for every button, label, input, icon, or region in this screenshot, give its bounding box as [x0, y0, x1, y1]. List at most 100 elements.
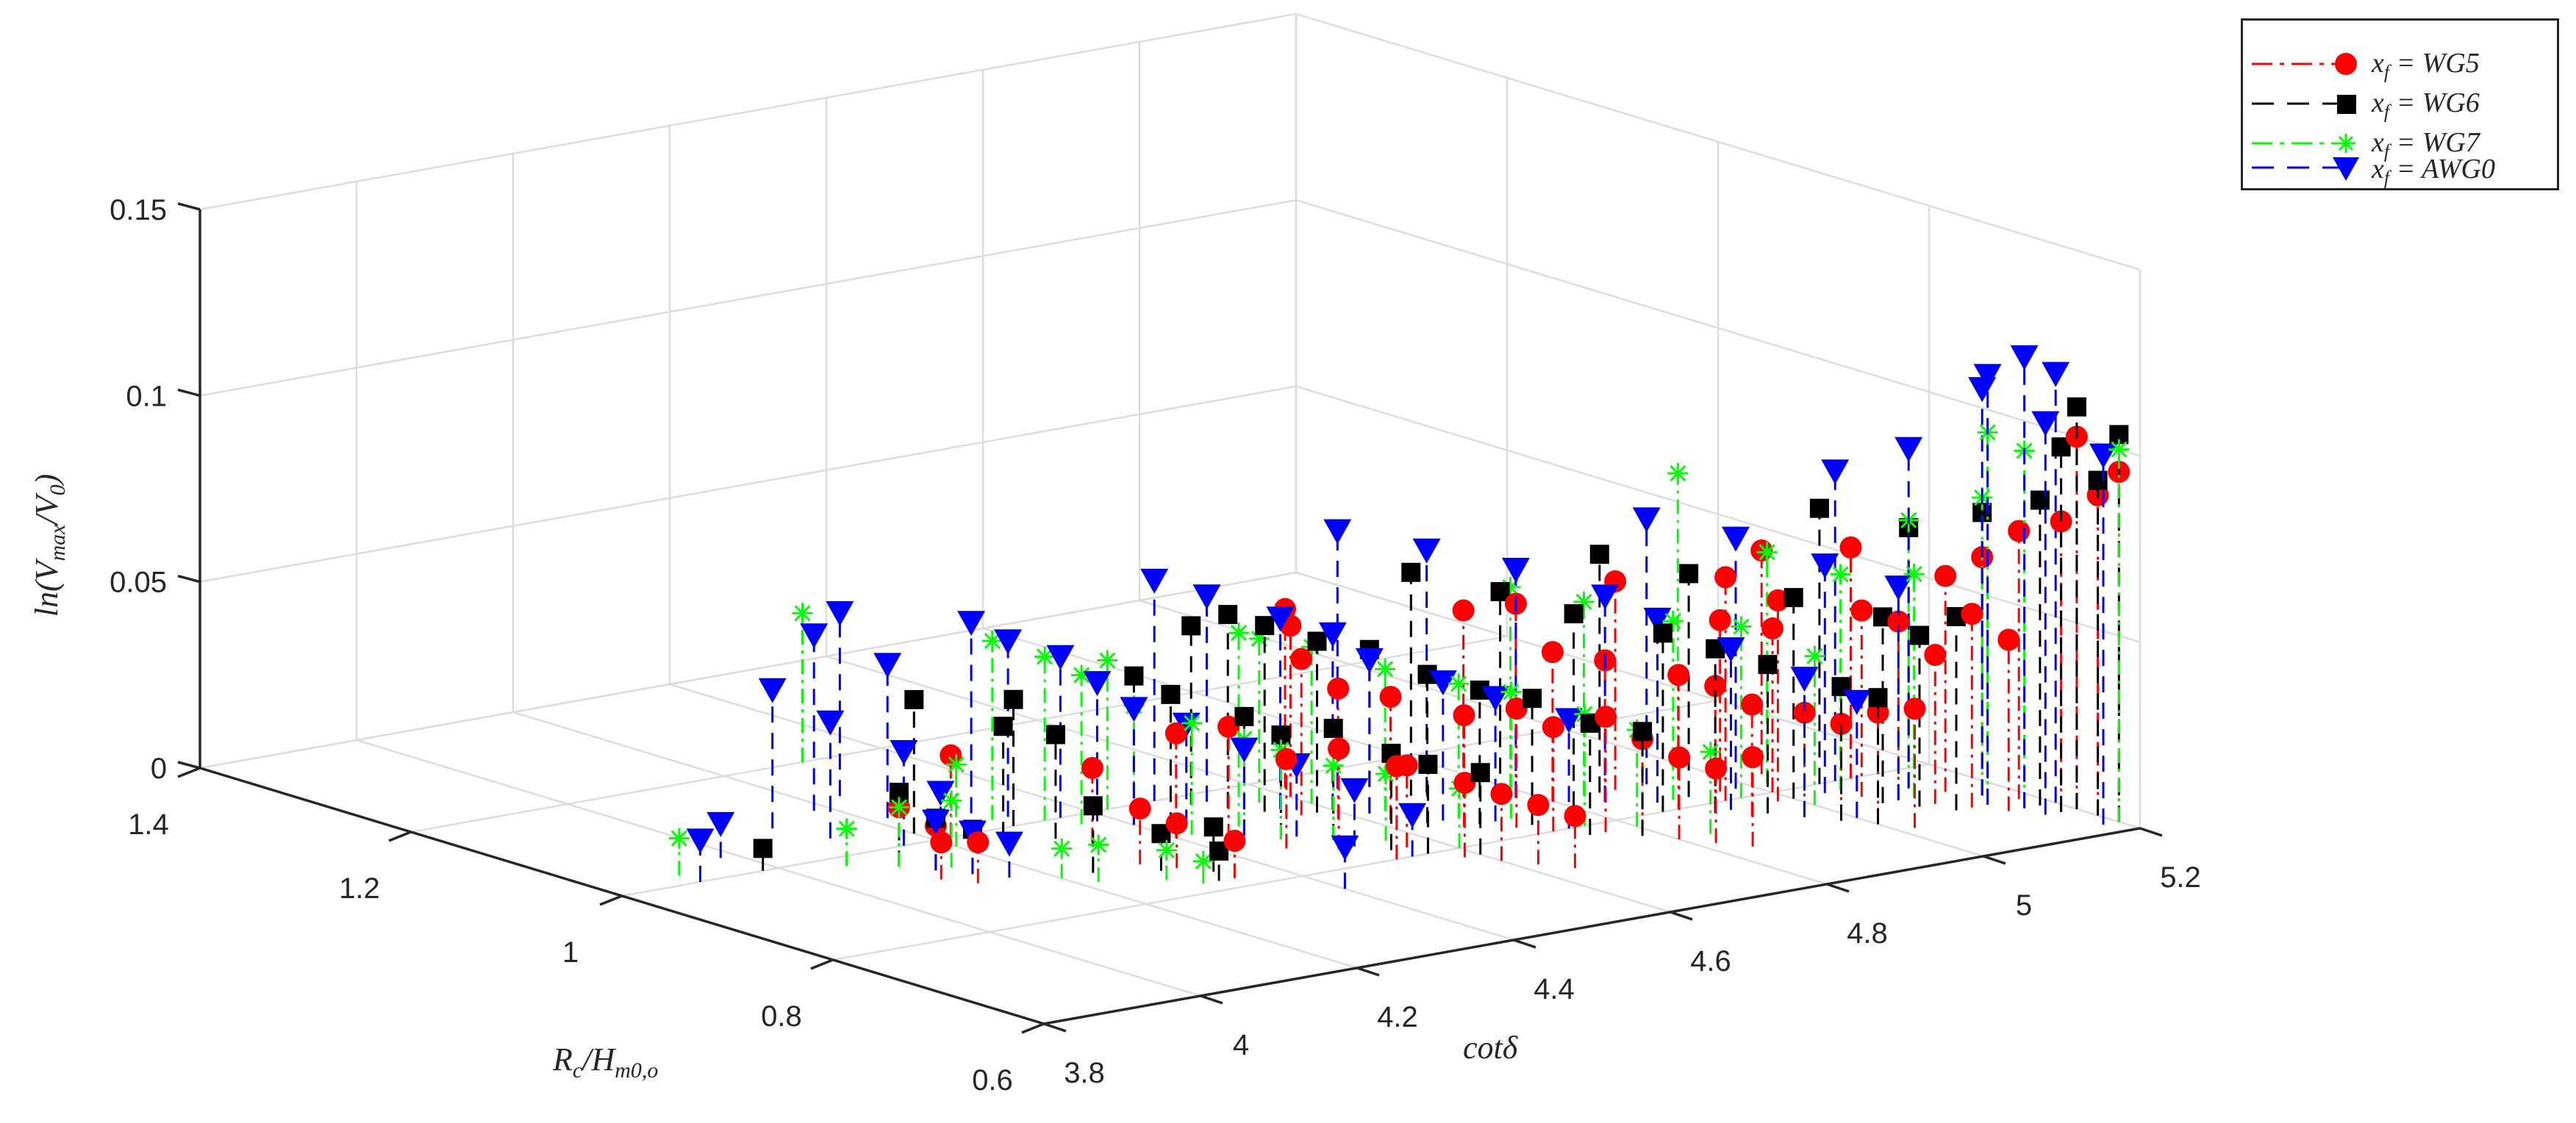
data-marker-circle-icon[interactable] [1742, 746, 1764, 769]
data-marker-asterisk-icon[interactable] [1097, 650, 1118, 671]
data-marker-asterisk-icon[interactable] [941, 790, 962, 811]
data-marker-asterisk-icon[interactable] [1500, 681, 1522, 703]
data-marker-square-icon[interactable] [1218, 605, 1238, 625]
data-marker-circle-icon[interactable] [1595, 706, 1617, 728]
data-marker-circle-icon[interactable] [1290, 647, 1313, 670]
data-marker-asterisk-icon[interactable] [1903, 564, 1925, 585]
data-marker-square-icon[interactable] [1161, 684, 1181, 704]
data-marker-triangle-down-icon[interactable] [758, 678, 787, 703]
data-marker-triangle-down-icon[interactable] [1318, 622, 1347, 647]
data-marker-square-icon[interactable] [2030, 490, 2050, 510]
data-marker-square-icon[interactable] [1470, 763, 1490, 783]
data-marker-circle-icon[interactable] [1709, 609, 1731, 631]
data-marker-asterisk-icon[interactable] [1756, 542, 1778, 563]
data-marker-triangle-down-icon[interactable] [1266, 606, 1295, 632]
data-marker-circle-icon[interactable] [1564, 805, 1586, 828]
data-marker-circle-icon[interactable] [1668, 746, 1691, 769]
data-marker-circle-icon[interactable] [1379, 686, 1402, 708]
data-marker-square-icon[interactable] [1255, 616, 1275, 636]
data-marker-triangle-down-icon[interactable] [1192, 584, 1221, 610]
data-marker-circle-icon[interactable] [1761, 617, 1783, 640]
data-marker-asterisk-icon[interactable] [1700, 742, 1721, 763]
data-marker-asterisk-icon[interactable] [2108, 439, 2130, 460]
data-marker-circle-icon[interactable] [1128, 797, 1151, 820]
data-marker-square-icon[interactable] [993, 717, 1013, 736]
data-marker-circle-icon[interactable] [1830, 712, 1853, 735]
data-marker-square-icon[interactable] [753, 839, 773, 858]
data-marker-circle-icon[interactable] [967, 830, 990, 853]
data-marker-triangle-down-icon[interactable] [816, 710, 845, 736]
data-marker-square-icon[interactable] [1401, 562, 1421, 582]
data-marker-triangle-down-icon[interactable] [2042, 362, 2070, 387]
data-marker-square-icon[interactable] [1679, 564, 1699, 584]
legend-entry-wg6[interactable]: xf = WG6 [2243, 82, 2557, 123]
data-marker-square-icon[interactable] [1523, 689, 1542, 708]
data-marker-circle-icon[interactable] [1793, 701, 1816, 724]
data-marker-triangle-down-icon[interactable] [1340, 778, 1369, 803]
data-marker-circle-icon[interactable] [930, 831, 953, 854]
data-marker-circle-icon[interactable] [1542, 716, 1564, 739]
data-marker-circle-icon[interactable] [1714, 566, 1737, 589]
data-marker-square-icon[interactable] [1323, 719, 1343, 739]
data-marker-circle-icon[interactable] [1453, 704, 1475, 727]
data-marker-triangle-down-icon[interactable] [1811, 553, 1839, 579]
data-marker-asterisk-icon[interactable] [1731, 616, 1752, 637]
data-marker-triangle-down-icon[interactable] [1398, 803, 1427, 828]
data-marker-triangle-down-icon[interactable] [1884, 575, 1913, 601]
data-marker-circle-icon[interactable] [2050, 510, 2072, 533]
data-marker-circle-icon[interactable] [1453, 772, 1476, 794]
data-marker-square-icon[interactable] [1783, 588, 1803, 608]
data-marker-circle-icon[interactable] [1903, 697, 1926, 720]
data-marker-circle-icon[interactable] [1924, 644, 1947, 667]
data-marker-asterisk-icon[interactable] [1228, 623, 1249, 644]
data-marker-asterisk-icon[interactable] [1181, 712, 1203, 733]
data-marker-circle-icon[interactable] [1164, 722, 1187, 745]
data-marker-asterisk-icon[interactable] [945, 754, 967, 775]
data-marker-square-icon[interactable] [1203, 817, 1223, 837]
data-marker-triangle-down-icon[interactable] [826, 600, 854, 626]
data-marker-asterisk-icon[interactable] [1448, 673, 1470, 695]
data-marker-circle-icon[interactable] [1081, 756, 1103, 779]
data-marker-triangle-down-icon[interactable] [2031, 411, 2060, 437]
data-marker-square-icon[interactable] [1564, 604, 1584, 624]
data-marker-square-icon[interactable] [1003, 689, 1023, 709]
data-marker-square-icon[interactable] [1809, 498, 1829, 518]
data-marker-asterisk-icon[interactable] [1034, 646, 1056, 667]
data-marker-triangle-down-icon[interactable] [686, 828, 715, 854]
data-marker-triangle-down-icon[interactable] [873, 653, 902, 678]
data-marker-circle-icon[interactable] [1452, 599, 1475, 622]
data-marker-triangle-down-icon[interactable] [1501, 557, 1530, 583]
data-marker-triangle-down-icon[interactable] [1632, 507, 1661, 533]
data-marker-circle-icon[interactable] [1505, 697, 1528, 720]
data-marker-triangle-down-icon[interactable] [1172, 712, 1201, 738]
data-marker-square-icon[interactable] [1418, 754, 1438, 774]
data-marker-triangle-down-icon[interactable] [1842, 689, 1871, 715]
data-marker-triangle-down-icon[interactable] [1083, 671, 1112, 697]
data-marker-triangle-down-icon[interactable] [2010, 345, 2039, 370]
data-marker-circle-icon[interactable] [1767, 589, 1789, 611]
data-marker-circle-icon[interactable] [1667, 664, 1690, 686]
data-marker-circle-icon[interactable] [1275, 747, 1298, 770]
data-marker-triangle-down-icon[interactable] [890, 739, 918, 765]
data-marker-square-icon[interactable] [1910, 625, 1929, 645]
data-marker-circle-icon[interactable] [1385, 755, 1408, 778]
data-marker-triangle-down-icon[interactable] [1355, 648, 1384, 674]
data-marker-triangle-down-icon[interactable] [926, 781, 955, 806]
data-marker-triangle-down-icon[interactable] [921, 809, 950, 835]
data-marker-square-icon[interactable] [1234, 706, 1254, 726]
data-marker-triangle-down-icon[interactable] [1412, 538, 1441, 564]
legend-entry-awg0[interactable]: xf = AWG0 [2243, 148, 2557, 189]
data-marker-circle-icon[interactable] [1223, 830, 1246, 853]
legend-entry-wg7[interactable]: xf = WG7 [2243, 122, 2557, 162]
data-marker-square-icon[interactable] [2088, 470, 2108, 490]
data-marker-square-icon[interactable] [1307, 631, 1327, 651]
data-marker-circle-icon[interactable] [1850, 599, 1873, 622]
data-marker-square-icon[interactable] [1083, 796, 1103, 816]
data-marker-triangle-down-icon[interactable] [1643, 607, 1672, 633]
data-marker-triangle-down-icon[interactable] [1790, 667, 1819, 692]
data-marker-asterisk-icon[interactable] [981, 631, 1003, 652]
data-marker-triangle-down-icon[interactable] [1046, 645, 1075, 670]
data-marker-triangle-down-icon[interactable] [1331, 835, 1359, 861]
data-marker-triangle-down-icon[interactable] [1591, 584, 1620, 610]
data-marker-square-icon[interactable] [1653, 623, 1672, 643]
